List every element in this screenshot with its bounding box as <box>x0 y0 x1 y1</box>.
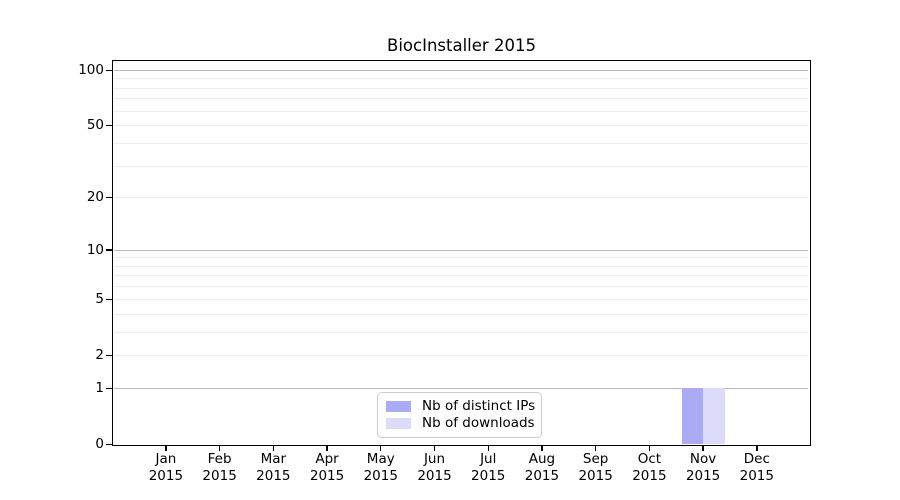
x-axis-tick-label: Sep 2015 <box>578 451 613 484</box>
x-axis-tick-label: Aug 2015 <box>524 451 560 484</box>
gridline-minor <box>114 165 808 167</box>
x-axis-tick-label: Apr 2015 <box>309 451 345 484</box>
gridline-minor <box>114 298 808 300</box>
y-axis-tick-label: 2 <box>95 346 104 363</box>
x-axis-tick-label: Jan 2015 <box>148 451 184 484</box>
chart-title: BiocInstaller 2015 <box>387 36 536 55</box>
gridline-major <box>114 387 808 389</box>
x-axis-tick-label: Feb 2015 <box>202 451 237 484</box>
gridline-major <box>114 249 808 251</box>
x-axis-tick-label: Jul 2015 <box>471 451 506 484</box>
x-axis-tick <box>594 445 597 451</box>
legend-row-distinct-ips: Nb of distinct IPs <box>386 398 536 414</box>
bar-distinct-ips <box>681 388 704 445</box>
legend-row-downloads: Nb of downloads <box>386 415 535 431</box>
x-axis-tick <box>165 445 167 451</box>
x-axis-tick-label: Dec 2015 <box>739 451 774 484</box>
y-axis-tick-label: 10 <box>86 241 104 258</box>
gridline-minor <box>114 78 808 80</box>
gridline-minor <box>114 265 808 267</box>
x-axis-tick-label: May 2015 <box>363 451 398 484</box>
x-axis-tick <box>756 445 758 451</box>
x-axis-tick <box>487 445 489 451</box>
gridline-minor <box>114 87 808 89</box>
x-axis-tick <box>218 445 221 451</box>
gridline-minor <box>114 313 808 315</box>
x-axis-tick <box>380 445 382 451</box>
y-axis-tick-label: 5 <box>95 290 104 307</box>
y-axis-tick-label: 1 <box>95 379 104 396</box>
y-axis-tick-label: 100 <box>78 61 104 78</box>
x-axis-tick <box>541 445 543 451</box>
y-axis-tick-label: 0 <box>95 436 104 452</box>
y-axis-tick-label: 50 <box>86 117 104 134</box>
x-axis-tick <box>648 445 651 451</box>
plot-area <box>112 60 811 446</box>
y-axis-tick <box>106 125 112 127</box>
x-axis-tick <box>702 445 704 451</box>
x-axis-tick-label: Mar 2015 <box>256 451 291 484</box>
x-axis-tick <box>272 445 275 451</box>
bar-downloads <box>703 388 725 445</box>
gridline-minor <box>114 354 808 356</box>
gridline-minor <box>114 275 808 277</box>
y-axis-tick <box>106 354 112 357</box>
gridline-minor <box>114 142 808 144</box>
y-axis-tick <box>106 249 112 251</box>
gridline-minor <box>114 110 808 112</box>
legend-swatch-distinct-ips-icon <box>386 401 411 412</box>
y-axis-tick <box>106 387 112 389</box>
gridline-minor <box>114 257 808 259</box>
gridline-major <box>114 69 808 71</box>
legend-label-downloads: Nb of downloads <box>422 415 535 431</box>
x-axis-tick-label: Jun 2015 <box>417 451 452 484</box>
y-axis-tick <box>106 443 112 446</box>
x-axis-tick-label: Nov 2015 <box>685 451 721 484</box>
gridline-minor <box>114 286 808 288</box>
y-axis-tick <box>106 69 112 72</box>
x-axis-tick <box>433 445 436 451</box>
x-axis-tick <box>326 445 328 451</box>
x-axis-tick-label: Oct 2015 <box>632 451 667 484</box>
legend-label-distinct-ips: Nb of distinct IPs <box>422 398 536 414</box>
legend-swatch-downloads-icon <box>386 418 411 429</box>
legend: Nb of distinct IPs Nb of downloads <box>377 392 542 438</box>
y-axis-tick-label: 20 <box>86 189 104 206</box>
gridline-minor <box>114 98 808 100</box>
gridline-minor <box>114 331 808 333</box>
y-axis-tick <box>106 197 112 199</box>
gridline-minor <box>114 125 808 127</box>
gridline-minor <box>114 197 808 199</box>
y-axis-tick <box>106 298 112 300</box>
